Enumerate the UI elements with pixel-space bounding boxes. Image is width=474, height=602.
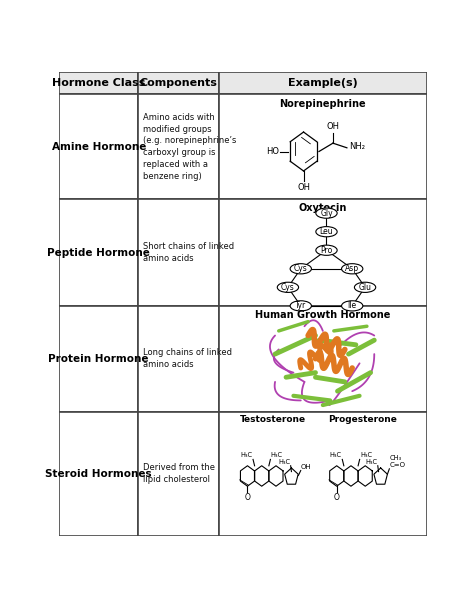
Text: Protein Hormone: Protein Hormone: [48, 354, 149, 364]
Bar: [138, 306, 219, 412]
Ellipse shape: [342, 264, 363, 274]
Text: OH: OH: [327, 122, 339, 131]
Bar: [59, 199, 138, 306]
Text: Tyr: Tyr: [295, 302, 306, 311]
Bar: [59, 412, 138, 536]
Ellipse shape: [355, 282, 376, 293]
Text: Norepinephrine: Norepinephrine: [280, 99, 366, 109]
Bar: [138, 199, 219, 306]
Bar: [59, 306, 138, 412]
Bar: [219, 199, 427, 306]
Text: OH: OH: [297, 183, 310, 192]
Ellipse shape: [342, 301, 363, 311]
Text: Long chains of linked
amino acids: Long chains of linked amino acids: [143, 349, 232, 369]
Bar: [219, 412, 427, 536]
Bar: [59, 95, 138, 199]
Text: Components: Components: [140, 78, 218, 88]
Bar: [138, 72, 219, 95]
Text: Human Growth Hormone: Human Growth Hormone: [255, 309, 391, 320]
Text: Cys: Cys: [294, 264, 308, 273]
Bar: [219, 306, 427, 412]
Ellipse shape: [316, 208, 337, 219]
Text: H₃C: H₃C: [278, 459, 290, 465]
Text: Amine Hormone: Amine Hormone: [52, 142, 146, 152]
Ellipse shape: [316, 245, 337, 255]
Text: O: O: [245, 492, 250, 501]
Text: Amino acids with
modified groups
(e.g. norepinephrine’s
carboxyl group is
replac: Amino acids with modified groups (e.g. n…: [143, 113, 236, 181]
Text: H₃C: H₃C: [271, 453, 283, 459]
Text: Ile: Ile: [347, 302, 357, 311]
Text: Example(s): Example(s): [288, 78, 358, 88]
Text: Asp: Asp: [345, 264, 359, 273]
Bar: [138, 95, 219, 199]
Text: NH₂: NH₂: [349, 142, 365, 151]
Ellipse shape: [290, 264, 311, 274]
Bar: [219, 95, 427, 199]
Text: Steroid Hormones: Steroid Hormones: [46, 469, 152, 479]
Text: Progesterone: Progesterone: [328, 415, 397, 424]
Ellipse shape: [290, 301, 311, 311]
Bar: [138, 412, 219, 536]
Bar: [219, 72, 427, 95]
Text: OH: OH: [301, 464, 312, 470]
Text: CH₃: CH₃: [390, 455, 402, 461]
Text: O: O: [334, 492, 340, 501]
Ellipse shape: [316, 226, 337, 237]
Text: Oxytocin: Oxytocin: [299, 203, 347, 213]
Text: H₃C: H₃C: [360, 453, 372, 459]
Text: H₃C: H₃C: [330, 453, 342, 459]
Text: Short chains of linked
amino acids: Short chains of linked amino acids: [143, 242, 234, 263]
Text: Hormone Class: Hormone Class: [52, 78, 146, 88]
Text: Leu: Leu: [319, 227, 333, 236]
Text: Gly: Gly: [320, 209, 333, 218]
Ellipse shape: [277, 282, 299, 293]
Text: H₃C: H₃C: [240, 453, 253, 459]
Bar: [59, 72, 138, 95]
Text: Cys: Cys: [281, 283, 295, 292]
Text: HO: HO: [266, 147, 279, 156]
Text: Pro: Pro: [320, 246, 333, 255]
Text: C=O: C=O: [390, 462, 406, 468]
Text: Testosterone: Testosterone: [240, 415, 306, 424]
Text: H₃C: H₃C: [365, 459, 377, 465]
Text: Glu: Glu: [358, 283, 372, 292]
Text: Derived from the
lipid cholesterol: Derived from the lipid cholesterol: [143, 464, 215, 484]
Text: Peptide Hormone: Peptide Hormone: [47, 247, 150, 258]
